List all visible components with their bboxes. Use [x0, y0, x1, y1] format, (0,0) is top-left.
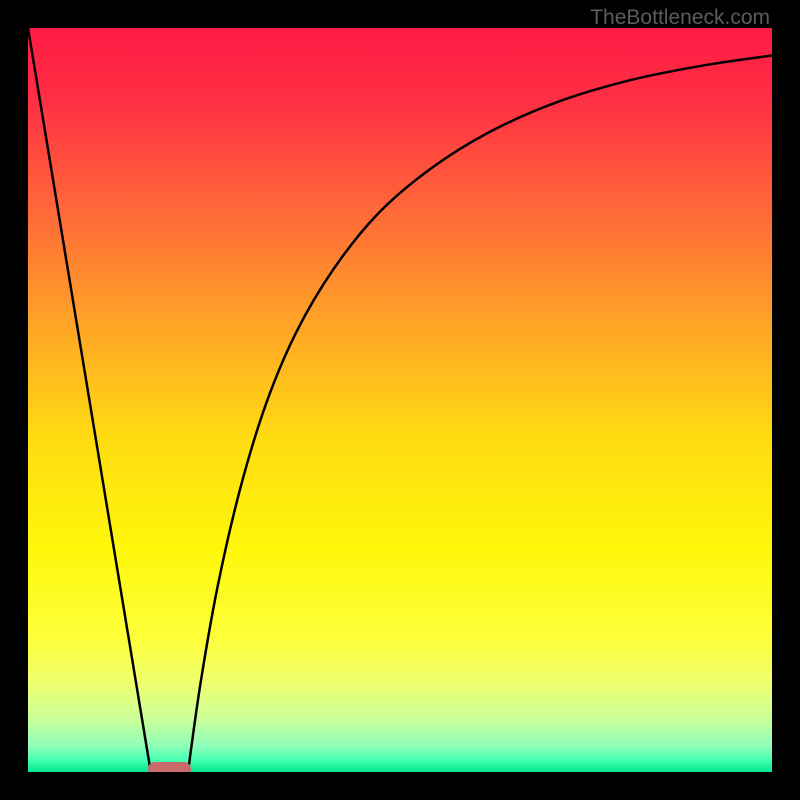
curves-layer	[28, 28, 772, 772]
right-curve	[188, 56, 772, 772]
chart-container: TheBottleneck.com	[0, 0, 800, 800]
left-line	[28, 28, 151, 772]
plot-area	[28, 28, 772, 772]
watermark-text: TheBottleneck.com	[590, 6, 770, 30]
optimum-marker	[148, 762, 191, 772]
